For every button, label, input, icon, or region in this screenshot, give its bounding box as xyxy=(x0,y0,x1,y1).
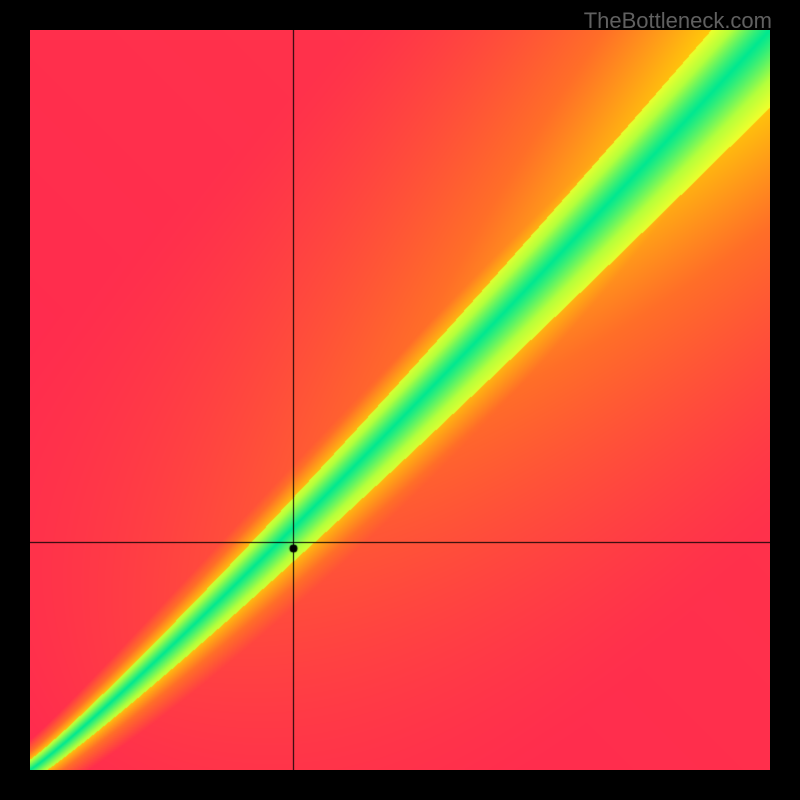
heatmap-plot xyxy=(30,30,770,770)
heatmap-canvas xyxy=(30,30,770,770)
watermark-text: TheBottleneck.com xyxy=(584,8,772,34)
